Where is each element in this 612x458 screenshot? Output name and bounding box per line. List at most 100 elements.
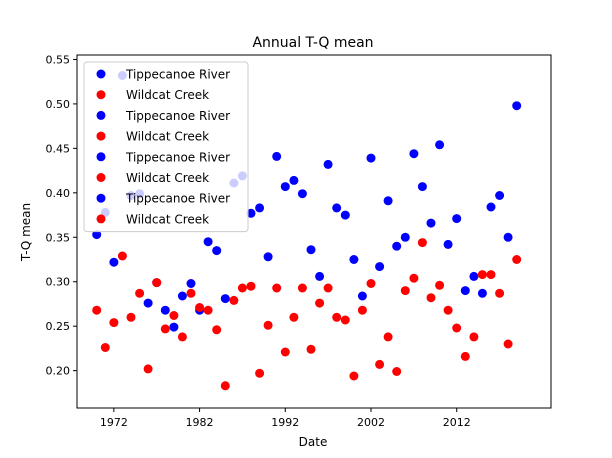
data-point-series-1 <box>400 286 410 296</box>
data-point-series-1 <box>417 238 427 248</box>
y-tick-label: 0.45 <box>46 142 71 155</box>
legend-marker <box>96 173 106 182</box>
legend-marker <box>96 69 106 79</box>
chart-title: Annual T-Q mean <box>252 35 373 51</box>
data-point-series-1 <box>92 305 102 315</box>
data-point-series-0 <box>246 208 256 218</box>
legend-marker <box>96 152 106 162</box>
legend-label: Wildcat Creek <box>126 88 209 102</box>
legend-marker <box>96 193 106 203</box>
data-point-series-0 <box>460 286 470 296</box>
legend-label: Wildcat Creek <box>126 212 209 226</box>
data-point-series-0 <box>280 182 290 192</box>
data-point-series-0 <box>332 203 342 213</box>
data-point-series-0 <box>443 239 453 249</box>
data-point-series-1 <box>263 320 273 330</box>
y-axis: 0.20 0.25 0.30 0.35 0.40 0.45 0.50 0.55 <box>46 53 77 378</box>
data-point-series-0 <box>315 271 325 281</box>
data-point-series-0 <box>366 153 376 163</box>
data-point-series-0 <box>357 291 367 301</box>
data-point-series-1 <box>323 283 333 293</box>
data-point-series-1 <box>340 315 350 325</box>
data-point-series-1 <box>315 298 325 308</box>
data-point-series-0 <box>469 271 479 281</box>
legend-marker <box>96 214 106 224</box>
data-point-series-0 <box>495 191 505 200</box>
data-point-series-0 <box>255 203 265 213</box>
data-point-series-1 <box>443 305 453 315</box>
data-point-series-0 <box>143 298 153 308</box>
data-point-series-0 <box>297 189 307 199</box>
axes-frame <box>76 54 552 409</box>
data-point-series-1 <box>169 311 179 320</box>
data-point-series-0 <box>400 232 410 242</box>
data-point-series-1 <box>237 283 247 293</box>
data-point-series-1 <box>486 270 496 280</box>
data-point-series-1 <box>100 343 110 352</box>
data-point-series-1 <box>435 280 445 290</box>
data-point-series-1 <box>383 332 393 342</box>
y-axis-label: T-Q mean <box>19 203 33 262</box>
data-point-series-1 <box>495 288 505 298</box>
data-point-series-0 <box>486 202 496 212</box>
data-point-series-1 <box>375 359 385 369</box>
data-point-series-1 <box>143 364 153 374</box>
data-point-series-0 <box>160 305 170 315</box>
data-point-series-1 <box>272 283 282 293</box>
data-point-series-1 <box>255 368 265 378</box>
data-point-series-0 <box>220 294 230 304</box>
data-point-series-1 <box>357 305 367 315</box>
x-tick-label: 1972 <box>100 416 128 429</box>
x-tick-label: 2002 <box>357 416 385 429</box>
data-point-series-1 <box>512 255 522 264</box>
y-tick-label: 0.40 <box>46 187 71 200</box>
x-tick-label: 1982 <box>186 416 214 429</box>
data-point-series-1 <box>503 339 513 349</box>
data-point-series-1 <box>332 312 342 322</box>
legend-box <box>83 61 249 233</box>
x-axis-label: Date <box>299 435 328 449</box>
data-point-series-1 <box>469 332 479 342</box>
data-point-series-1 <box>186 288 196 298</box>
data-point-series-1 <box>109 318 119 328</box>
x-tick-label: 2012 <box>443 416 471 429</box>
legend-label: Tippecanoe River <box>125 150 230 164</box>
data-point-series-0 <box>263 252 273 262</box>
legend-marker <box>96 131 106 141</box>
data-point-series-1 <box>212 325 222 335</box>
data-point-series-0 <box>203 237 213 247</box>
data-point-series-1 <box>229 295 239 305</box>
y-tick-label: 0.20 <box>46 365 71 378</box>
data-point-series-1 <box>126 312 136 322</box>
data-point-series-1 <box>246 281 256 291</box>
data-point-series-1 <box>460 351 470 361</box>
data-point-series-1 <box>203 305 213 315</box>
data-point-series-1 <box>477 270 487 280</box>
data-point-series-1 <box>289 312 299 322</box>
data-point-series-0 <box>92 230 102 240</box>
data-point-series-0 <box>349 255 359 264</box>
data-point-series-0 <box>503 232 513 242</box>
data-point-series-0 <box>375 262 385 272</box>
legend-label: Tippecanoe River <box>125 192 230 206</box>
data-point-series-1 <box>280 347 290 357</box>
data-point-series-0 <box>383 196 393 206</box>
data-point-series-0 <box>409 149 419 159</box>
legend: Tippecanoe River Wildcat Creek Tippecanoe … <box>83 61 249 233</box>
data-point-series-1 <box>117 251 127 261</box>
x-tick-label: 1992 <box>271 416 299 429</box>
data-point-series-0 <box>169 322 179 332</box>
data-point-series-0 <box>109 257 119 267</box>
data-point-series-1 <box>366 279 376 288</box>
data-point-series-1 <box>452 323 462 333</box>
data-point-series-0 <box>306 245 316 255</box>
data-point-series-1 <box>426 293 436 303</box>
data-point-series-0 <box>426 218 436 228</box>
y-tick-label: 0.35 <box>46 231 71 244</box>
x-axis: 1972 1982 1992 2002 2012 <box>100 408 471 429</box>
data-point-series-0 <box>392 241 402 251</box>
legend-label: Wildcat Creek <box>126 130 209 144</box>
data-point-series-1 <box>409 273 419 283</box>
legend-marker <box>96 90 106 100</box>
